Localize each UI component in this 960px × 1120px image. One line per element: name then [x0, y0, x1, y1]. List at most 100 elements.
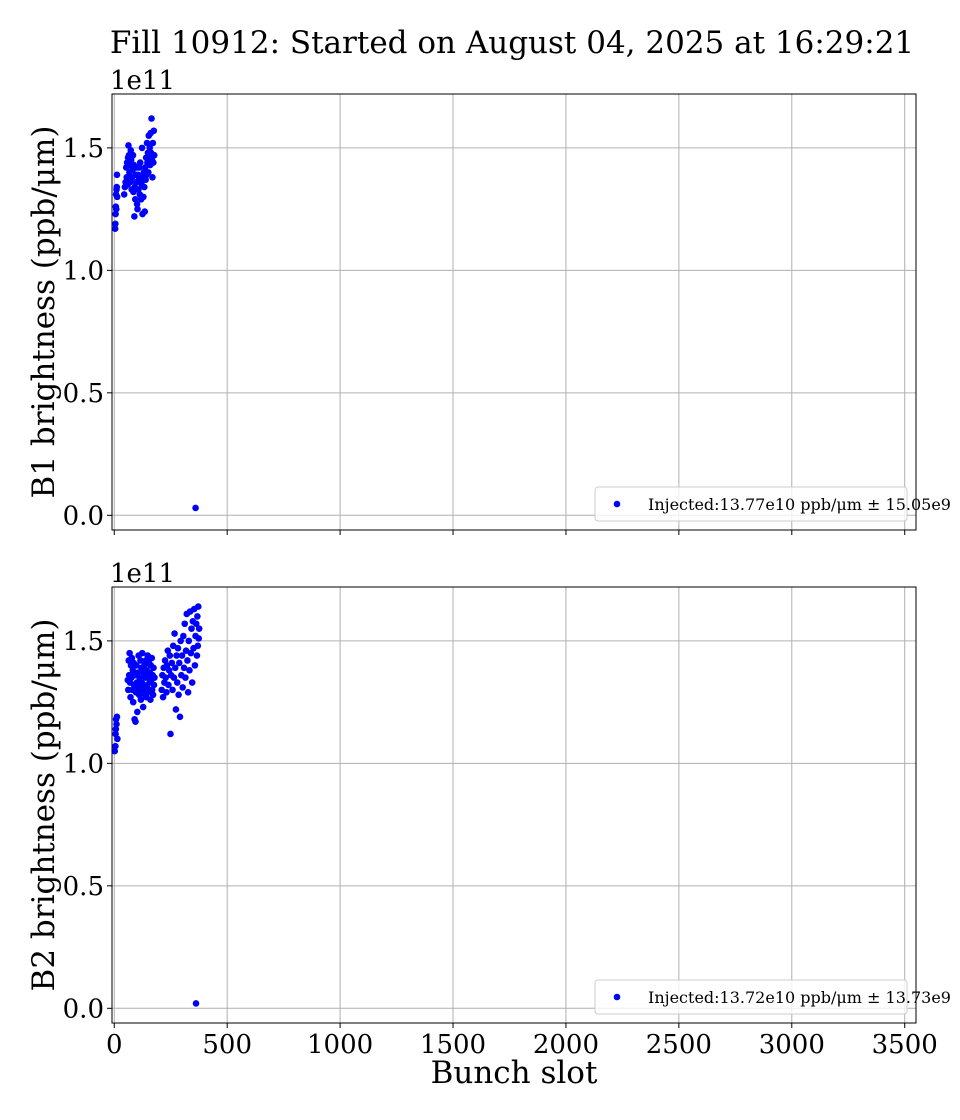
data-point — [127, 147, 135, 154]
x-tick-label: 500 — [202, 1030, 252, 1060]
panel-b2-points — [111, 603, 203, 1007]
data-point — [195, 625, 203, 632]
data-point — [192, 1000, 200, 1007]
data-point — [150, 151, 158, 159]
data-point — [194, 603, 202, 610]
data-point — [114, 735, 121, 743]
data-point — [186, 666, 193, 674]
data-point — [150, 664, 157, 672]
x-axis-label: Bunch slot — [431, 1055, 598, 1091]
data-point — [139, 703, 147, 711]
y-tick-label: 0.0 — [63, 501, 104, 531]
y-tick-label: 0.5 — [63, 379, 104, 409]
data-point — [113, 713, 121, 721]
panel-b2-legend-marker — [613, 993, 621, 1001]
data-point — [191, 662, 199, 669]
data-point — [112, 725, 120, 733]
data-point — [112, 205, 120, 213]
panel-b1-legend-marker — [613, 500, 621, 508]
data-point — [178, 652, 186, 659]
data-point — [129, 666, 137, 674]
data-point — [113, 183, 121, 191]
data-point — [194, 613, 201, 620]
data-point — [169, 686, 176, 694]
data-point — [173, 679, 181, 686]
data-point — [125, 142, 132, 149]
data-point — [149, 691, 157, 699]
data-point — [181, 620, 189, 628]
data-point — [129, 698, 137, 706]
data-point — [173, 652, 180, 659]
data-point — [134, 171, 142, 179]
data-point — [166, 652, 174, 659]
panel-b1-points — [111, 115, 199, 512]
panel-b1-legend-box — [594, 486, 908, 522]
data-point — [171, 630, 178, 637]
data-point — [176, 713, 184, 721]
data-point — [150, 127, 158, 135]
data-point — [145, 169, 152, 176]
data-point — [112, 220, 119, 228]
data-point — [170, 674, 178, 681]
data-point — [133, 200, 141, 208]
x-tick-label: 1000 — [307, 1030, 373, 1060]
data-point — [141, 208, 149, 215]
data-point — [193, 652, 201, 659]
panel-b1-legend: Injected:13.77e10 ppb/μm ± 15.05e9 — [594, 486, 951, 522]
data-point — [184, 689, 192, 696]
data-point — [192, 620, 200, 628]
data-point — [111, 225, 119, 233]
data-point — [182, 674, 189, 681]
x-tick-label: 2000 — [533, 1030, 599, 1060]
panel-b2-frame — [111, 586, 917, 1024]
data-point — [165, 681, 172, 689]
data-point — [195, 635, 203, 642]
data-point — [136, 164, 143, 171]
data-point — [113, 193, 121, 201]
y-tick-label: 1.5 — [63, 627, 104, 657]
data-point — [133, 662, 140, 669]
panel-b2-ylabel: B2 brightness (ppb/μm) — [26, 619, 62, 992]
data-point — [126, 649, 133, 657]
data-point — [162, 674, 170, 681]
panel-b1-grid — [112, 94, 916, 530]
data-point — [133, 708, 141, 716]
x-tick-label: 3000 — [759, 1030, 825, 1060]
data-point — [147, 696, 154, 703]
panel-b1-ylabel: B1 brightness (ppb/μm) — [26, 126, 62, 499]
panel-b2-legend-label: Injected:13.72e10 ppb/μm ± 13.73e9 — [648, 988, 951, 1007]
data-point — [185, 637, 193, 645]
data-point — [171, 664, 179, 672]
data-point — [129, 151, 137, 159]
y-tick-label: 1.0 — [63, 256, 104, 286]
data-point — [177, 637, 184, 645]
data-point — [168, 659, 176, 667]
panel-b2: 0 500 1000 1500 2000 2500 3000 3500 0.0 0.5 1.0 1.5… — [26, 559, 951, 1060]
data-point — [187, 649, 195, 657]
data-point — [113, 720, 120, 728]
panel-b2-ticks: 0 500 1000 1500 2000 2500 3000 3500 0.0 0.5 1.0 1.5 — [63, 627, 938, 1060]
panel-b2-grid — [112, 587, 916, 1023]
data-point — [184, 657, 191, 664]
data-point — [194, 642, 202, 650]
data-point — [148, 115, 155, 122]
x-tick-label: 1500 — [420, 1030, 486, 1060]
data-point — [150, 159, 157, 166]
panel-b1-ticks: 0.0 0.5 1.0 1.5 — [63, 134, 906, 535]
data-point — [188, 679, 196, 686]
data-point — [180, 664, 188, 672]
y-tick-label: 1.0 — [63, 749, 104, 779]
data-point — [112, 742, 119, 750]
data-point — [132, 718, 139, 726]
data-point — [148, 654, 156, 662]
panel-b2-y-multiplier: 1e11 — [110, 559, 175, 589]
data-point — [120, 191, 128, 198]
data-point — [167, 730, 174, 738]
data-point — [134, 205, 141, 213]
x-tick-label: 0 — [106, 1030, 123, 1060]
data-point — [138, 144, 146, 152]
data-point — [138, 649, 146, 657]
data-point — [140, 183, 148, 191]
panel-b2-legend: Injected:13.72e10 ppb/μm ± 13.73e9 — [594, 979, 951, 1015]
